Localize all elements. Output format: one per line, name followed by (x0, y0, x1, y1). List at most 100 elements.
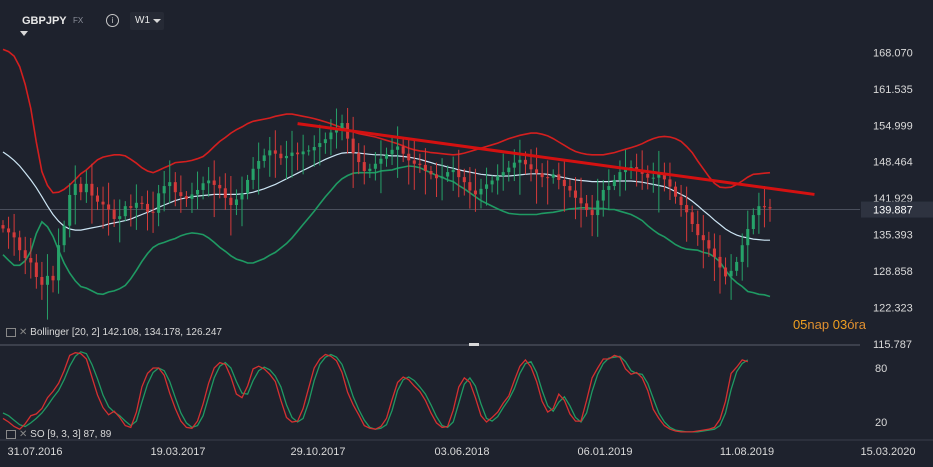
candle-body (40, 276, 44, 285)
candle-body (57, 245, 61, 281)
resistance-trendline[interactable] (297, 122, 815, 196)
candle-body (701, 235, 705, 241)
candle-body (157, 193, 161, 213)
indicator-settings-icon[interactable] (6, 429, 16, 439)
candle-body (546, 177, 550, 179)
candle-body (696, 223, 700, 236)
candle-body (735, 261, 739, 271)
candle-body (296, 152, 300, 155)
y-tick-label: 161.535 (873, 84, 913, 96)
candle-body (34, 262, 38, 277)
candle-body (423, 164, 427, 171)
close-icon[interactable]: ✕ (19, 429, 28, 440)
x-tick-label: 06.01.2019 (577, 446, 632, 458)
candle-body (590, 210, 594, 216)
candle-body (118, 216, 122, 219)
candle-body (73, 183, 77, 195)
candle-body (412, 160, 416, 164)
candle-body (729, 270, 733, 277)
so-legend: ✕ SO [9, 3, 3] 87, 89 (6, 429, 111, 440)
candle-body (90, 183, 94, 196)
candle-body (129, 206, 133, 208)
countdown-hours: 03 (832, 317, 848, 332)
candle-body (712, 248, 716, 257)
candle-body (279, 153, 283, 159)
candle-body (1, 225, 5, 229)
candle-body (196, 189, 200, 195)
so-legend-text: SO [9, 3, 3] 87, 89 (30, 429, 112, 440)
x-tick-label: 11.08.2019 (720, 446, 774, 458)
pane-separator[interactable] (0, 343, 860, 346)
last-price-tag (861, 201, 933, 218)
candle-body (762, 206, 766, 208)
candle-body (612, 179, 616, 187)
candle-body (485, 184, 489, 189)
y-tick-label: 154.999 (873, 120, 913, 132)
so-y-tick-label: 20 (875, 417, 887, 429)
close-icon[interactable]: ✕ (19, 327, 28, 338)
candle-body (18, 237, 22, 251)
candle-body (540, 173, 544, 178)
candle-body (512, 162, 516, 168)
candle-body (724, 267, 728, 277)
chevron-down-icon (153, 19, 161, 23)
candle-body (768, 207, 772, 209)
timeframe-dropdown[interactable]: W1 (130, 12, 164, 30)
symbol-dropdown-icon[interactable] (20, 31, 28, 36)
candle-body (45, 275, 49, 285)
pane-resize-handle[interactable] (469, 343, 479, 346)
bollinger-upper-line (2, 48, 771, 194)
y-tick-label: 128.858 (873, 266, 913, 278)
candle-body (457, 169, 461, 178)
candle-body (284, 155, 288, 159)
candlestick-series (1, 107, 772, 320)
candle-body (134, 202, 138, 208)
candle-body (757, 206, 761, 216)
y-tick-label: 168.070 (873, 47, 913, 59)
candle-body (257, 160, 261, 169)
candle-body (384, 154, 389, 159)
symbol-label[interactable]: GBPJPY (22, 15, 67, 27)
candle-body (718, 256, 722, 268)
candle-body (357, 153, 361, 163)
candle-body (740, 245, 744, 262)
x-tick-label: 29.10.2017 (290, 446, 345, 458)
candle-body (662, 172, 666, 180)
candle-body (362, 162, 366, 171)
candle-body (396, 146, 400, 150)
candle-body (657, 172, 661, 178)
bollinger-legend-text: Bollinger [20, 2] 142.108, 134.178, 126.… (30, 327, 222, 338)
candle-body (629, 167, 633, 169)
candle-body (312, 147, 316, 151)
axes: 168.070161.535154.999148.464141.929135.3… (0, 47, 933, 458)
candle-body (62, 225, 66, 246)
candle-body (585, 203, 589, 211)
candle-body (334, 128, 339, 133)
candle-body (707, 240, 711, 249)
so-y-tick-label: 80 (875, 363, 887, 375)
candle-body (101, 201, 105, 205)
candle-body (462, 177, 466, 183)
candle-body (523, 159, 527, 165)
y-tick-label: 115.787 (873, 339, 912, 351)
trendline[interactable] (297, 122, 815, 196)
candle-body (145, 203, 150, 212)
candle-body (184, 196, 188, 199)
candle-body (373, 163, 377, 169)
candle-body (551, 174, 555, 178)
indicator-settings-icon[interactable] (6, 327, 16, 337)
x-tick-label: 03.06.2018 (434, 446, 489, 458)
candle-body (601, 189, 605, 201)
candle-body (607, 186, 611, 190)
y-tick-label: 122.323 (873, 303, 913, 315)
candle-body (401, 146, 405, 154)
info-icon[interactable]: i (106, 14, 119, 27)
bar-countdown: 05nap 03óra (793, 317, 866, 332)
candle-body (79, 183, 83, 193)
candle-body (429, 170, 433, 175)
candle-body (212, 180, 216, 185)
so-k-line (2, 352, 748, 433)
timeframe-label: W1 (135, 15, 150, 26)
candle-body (368, 168, 372, 171)
